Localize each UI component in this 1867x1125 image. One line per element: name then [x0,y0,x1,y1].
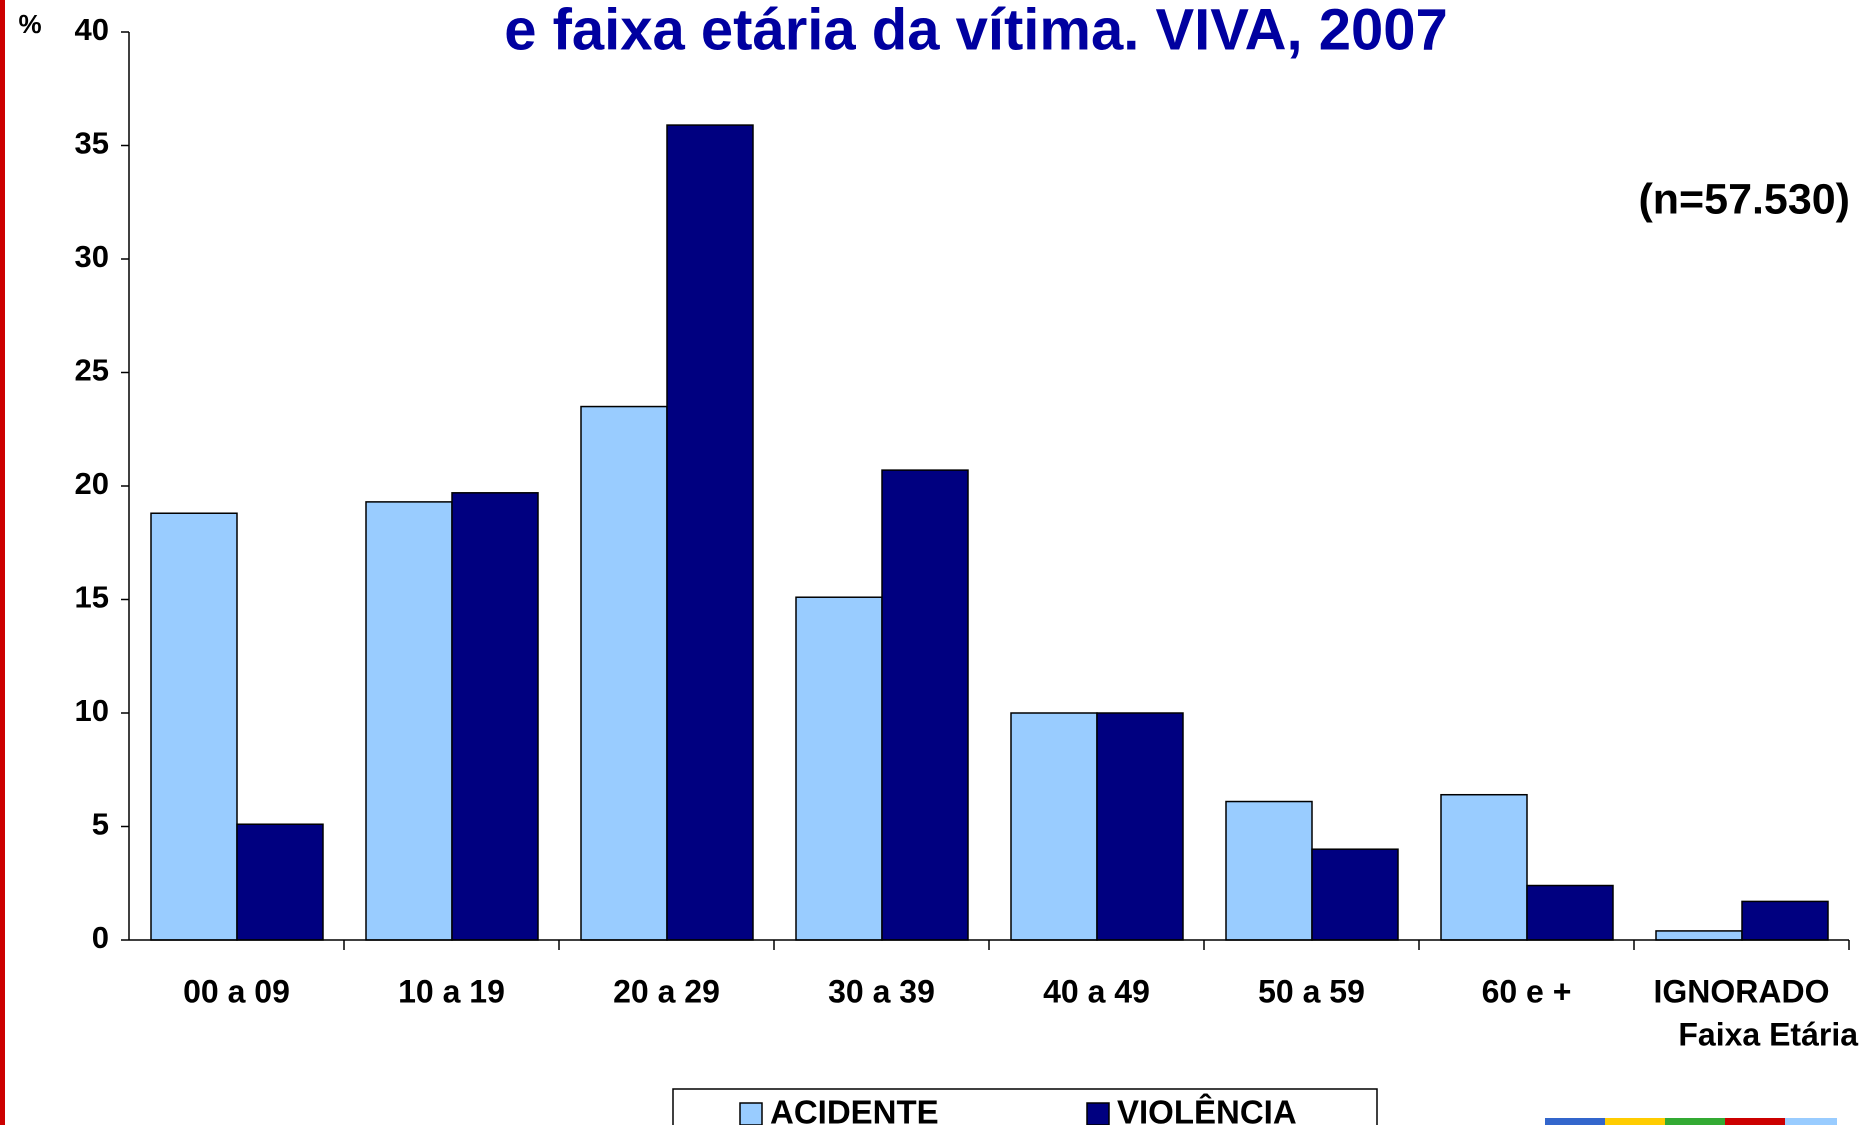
bar [1655,930,1743,941]
y-tick-label: 30 [75,239,109,274]
y-axis-label: % [18,9,41,39]
bar [451,492,539,941]
bar [150,512,238,941]
bar [795,596,883,941]
bar [1741,900,1829,941]
y-tick-label: 0 [92,920,109,955]
bar [1311,848,1399,941]
bar [1526,884,1614,941]
logo [1545,1118,1837,1125]
x-tick-label: 10 a 19 [398,973,505,1009]
bar [580,405,668,941]
chart-title: e faixa etária da vítima. VIVA, 2007 [504,0,1448,62]
y-tick-label: 25 [75,353,109,388]
legend-swatch [739,1102,763,1125]
x-tick-label: 20 a 29 [613,973,720,1009]
x-tick-label: 30 a 39 [828,973,935,1009]
legend-label: ACIDENTE [770,1094,939,1125]
y-tick-label: 5 [92,807,109,842]
x-tick-label: 00 a 09 [183,973,290,1009]
x-tick-label: 60 e + [1482,973,1572,1009]
y-tick-label: 40 [75,12,109,47]
bar [1440,793,1528,941]
bar [1096,712,1184,941]
annotation: (n=57.530) [1638,175,1850,223]
legend-label: VIOLÊNCIA [1117,1094,1297,1125]
x-tick-label: IGNORADO [1654,973,1830,1009]
bar [1010,712,1098,941]
y-tick-label: 10 [75,693,109,728]
legend-swatch [1086,1102,1110,1125]
y-tick-label: 35 [75,126,109,161]
y-tick-label: 20 [75,466,109,501]
bar [365,501,453,941]
bar [881,469,969,941]
legend-box [672,1088,1378,1125]
y-tick-label: 15 [75,580,109,615]
x-tick-label: 40 a 49 [1043,973,1150,1009]
bar [236,823,324,941]
x-tick-label: 50 a 59 [1258,973,1365,1009]
x-axis-label: Faixa Etária [1678,1016,1858,1052]
bar [1225,800,1313,941]
left-border [0,0,5,1125]
bar [666,124,754,941]
